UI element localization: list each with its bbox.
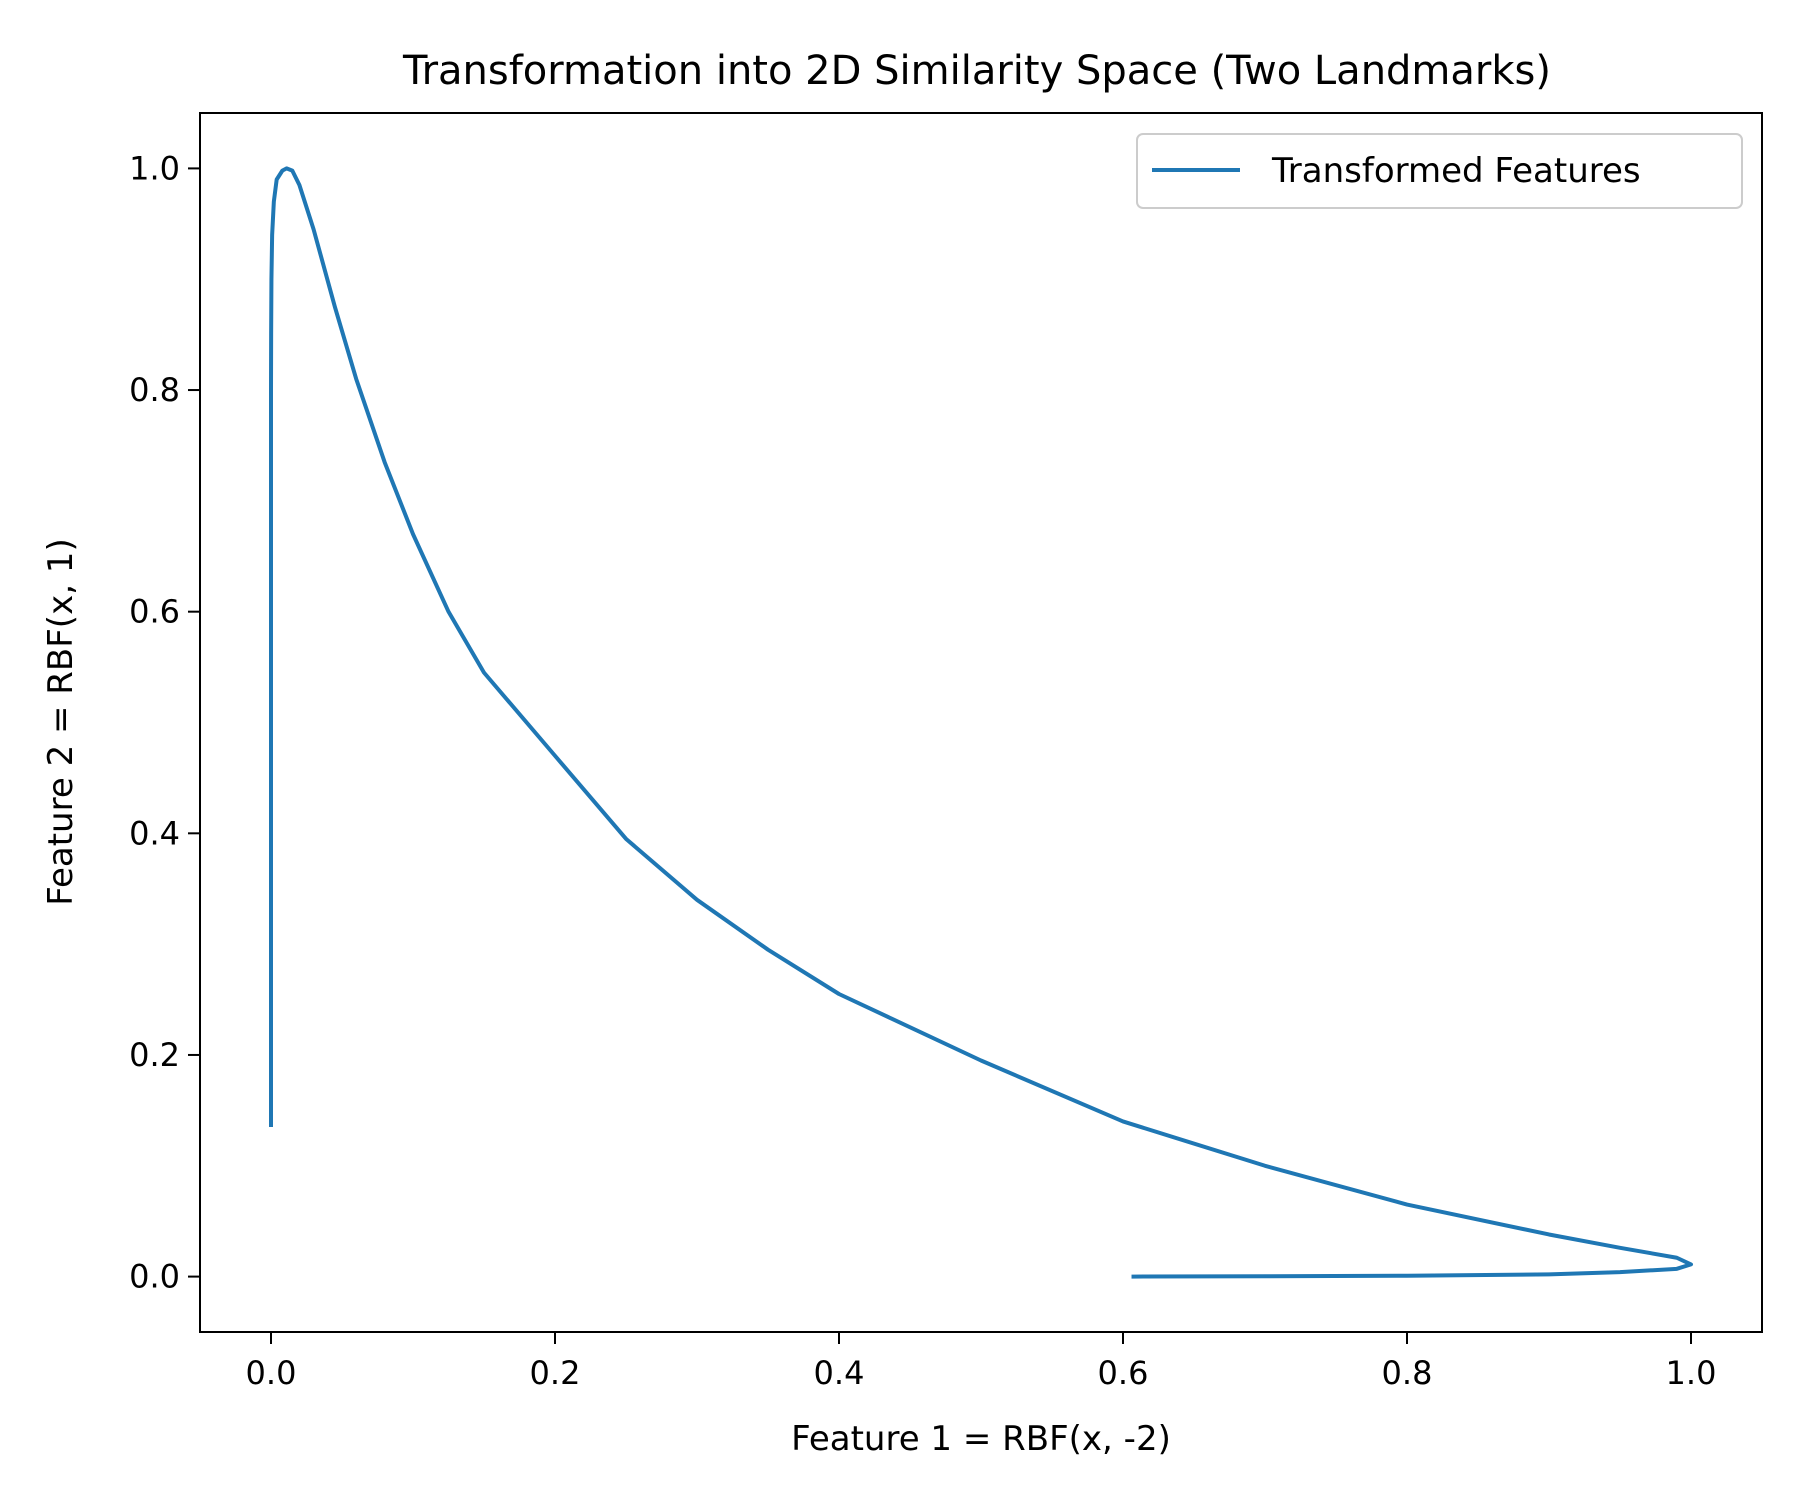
y-tick-label: 0.4 — [129, 814, 180, 852]
y-tick-label: 0.0 — [129, 1258, 180, 1296]
legend-box — [1136, 133, 1743, 209]
y-tick-label: 0.8 — [129, 371, 180, 409]
chart-title: Transformation into 2D Similarity Space … — [402, 48, 1551, 94]
y-axis-label: Feature 2 = RBF(x, 1) — [41, 538, 81, 905]
axes-frame — [199, 112, 1763, 1333]
x-axis-label: Feature 1 = RBF(x, -2) — [791, 1419, 1171, 1459]
x-tick-label: 0.8 — [1382, 1354, 1433, 1392]
plot-area — [269, 166, 1693, 1279]
legend: Transformed Features — [1136, 133, 1743, 209]
series-line-0 — [269, 166, 1693, 1279]
y-tick-label: 0.6 — [129, 593, 180, 631]
x-tick-label: 0.6 — [1098, 1354, 1149, 1392]
y-tick-label: 1.0 — [129, 149, 180, 187]
x-tick-label: 0.4 — [814, 1354, 865, 1392]
x-tick-label: 0.2 — [530, 1354, 581, 1392]
x-tick-label: 0.0 — [246, 1354, 297, 1392]
y-axis-ticks: 0.0 0.2 0.4 0.6 0.8 1.0 — [129, 149, 200, 1296]
legend-label-transformed-features: Transformed Features — [1271, 151, 1641, 191]
y-tick-label: 0.2 — [129, 1036, 180, 1074]
x-tick-label: 1.0 — [1666, 1354, 1717, 1392]
x-axis-ticks: 0.0 0.2 0.4 0.6 0.8 1.0 — [246, 1332, 1717, 1392]
